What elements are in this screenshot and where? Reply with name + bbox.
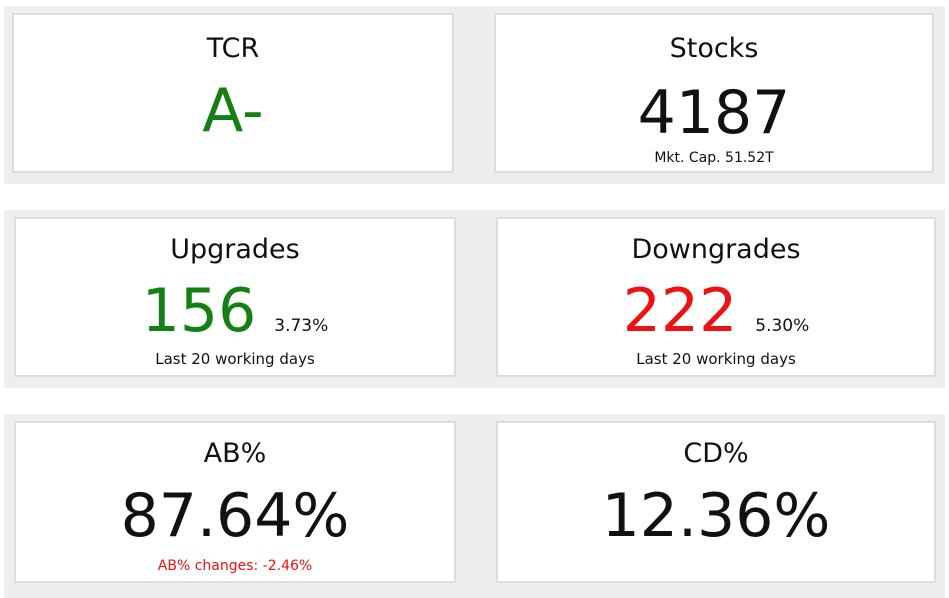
cd-card: CD% 12.36%	[496, 421, 936, 583]
cd-value: 12.36%	[601, 481, 831, 551]
stocks-value: 4187	[637, 78, 791, 148]
stocks-label: Stocks	[669, 33, 759, 64]
downgrades-count: 222	[622, 276, 738, 346]
ab-card: AB% 87.64% AB% changes: -2.46%	[14, 421, 456, 583]
downgrades-card: Downgrades 222 5.30% Last 20 working days	[496, 217, 936, 377]
ab-value: 87.64%	[120, 481, 350, 551]
tcr-value: A-	[202, 76, 264, 146]
upgrades-count: 156	[141, 276, 257, 346]
tcr-label: TCR	[206, 33, 260, 64]
downgrades-period: Last 20 working days	[636, 350, 796, 368]
upgrades-label: Upgrades	[170, 234, 300, 265]
upgrades-percent: 3.73%	[274, 316, 329, 336]
downgrades-percent: 5.30%	[755, 316, 810, 336]
upgrades-values: 156 3.73%	[16, 281, 454, 341]
downgrades-values: 222 5.30%	[498, 281, 934, 341]
downgrades-label: Downgrades	[631, 234, 801, 265]
tcr-card: TCR A-	[12, 13, 454, 173]
stocks-card: Stocks 4187 Mkt. Cap. 51.52T	[494, 13, 934, 173]
upgrades-period: Last 20 working days	[155, 350, 315, 368]
upgrades-card: Upgrades 156 3.73% Last 20 working days	[14, 217, 456, 377]
ab-changes-text: AB% changes: -2.46%	[157, 558, 313, 574]
market-cap-text: Mkt. Cap. 51.52T	[654, 150, 774, 166]
ab-label: AB%	[203, 438, 267, 469]
cd-label: CD%	[683, 438, 749, 469]
